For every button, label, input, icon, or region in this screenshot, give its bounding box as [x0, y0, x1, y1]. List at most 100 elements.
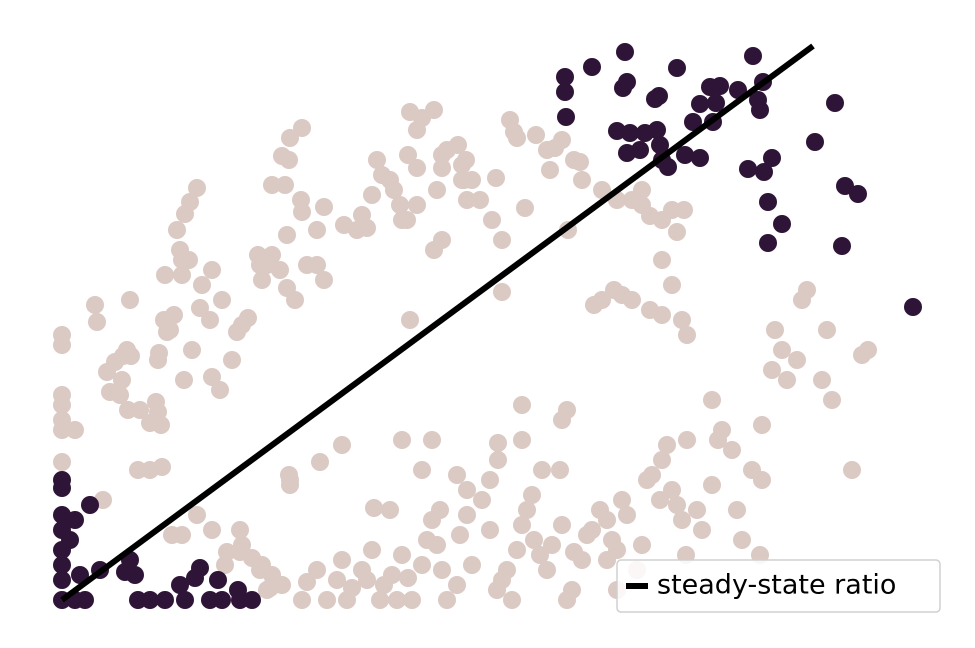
scatter-point — [516, 199, 534, 217]
scatter-point — [823, 391, 841, 409]
scatter-point — [449, 136, 467, 154]
scatter-point — [153, 458, 171, 476]
scatter-point — [293, 591, 311, 609]
scatter-point — [308, 221, 326, 239]
scatter-point — [493, 283, 511, 301]
scatter-point — [213, 591, 231, 609]
scatter-point — [278, 226, 296, 244]
scatter-point — [451, 526, 469, 544]
scatter-point — [203, 368, 221, 386]
scatter-point — [751, 101, 769, 119]
scatter-point — [633, 536, 651, 554]
scatter-point — [778, 371, 796, 389]
scatter-point — [408, 196, 426, 214]
scatter-point — [223, 351, 241, 369]
scatter-point — [525, 531, 543, 549]
scatter-point — [513, 516, 531, 534]
scatter-point — [753, 471, 771, 489]
scatter-point — [613, 491, 631, 509]
scatter-point — [193, 276, 211, 294]
scatter-point — [551, 461, 569, 479]
scatter-point — [428, 536, 446, 554]
scatter-point — [218, 543, 236, 561]
scatter-point — [155, 311, 173, 329]
scatter-point — [556, 83, 574, 101]
scatter-point — [276, 176, 294, 194]
legend-box — [616, 559, 941, 613]
scatter-point — [101, 383, 119, 401]
scatter-point — [573, 171, 591, 189]
scatter-point — [171, 576, 189, 594]
scatter-point — [203, 261, 221, 279]
scatter-point — [308, 561, 326, 579]
scatter-point — [175, 371, 193, 389]
scatter-point — [527, 126, 545, 144]
scatter-point — [71, 566, 89, 584]
scatter-point — [381, 501, 399, 519]
scatter-point — [308, 256, 326, 274]
scatter-point — [653, 451, 671, 469]
scatter-point — [88, 313, 106, 331]
scatter-point — [503, 591, 521, 609]
scatter-point — [428, 181, 446, 199]
scatter-point — [211, 381, 229, 399]
scatter-point — [691, 95, 709, 113]
scatter-point — [663, 481, 681, 499]
scatter-point — [53, 479, 71, 497]
scatter-point — [458, 191, 476, 209]
scatter-point — [113, 371, 131, 389]
scatter-point — [633, 181, 651, 199]
scatter-point — [508, 541, 526, 559]
scatter-point — [168, 221, 186, 239]
scatter-point — [173, 526, 191, 544]
scatter-point — [616, 43, 634, 61]
scatter-point — [363, 186, 381, 204]
scatter-point — [286, 291, 304, 309]
scatter-point — [171, 241, 189, 259]
scatter-point — [904, 298, 922, 316]
scatter-point — [358, 219, 376, 237]
scatter-point — [553, 131, 571, 149]
scatter-point — [471, 191, 489, 209]
scatter-point — [431, 501, 449, 519]
scatter-point — [483, 211, 501, 229]
scatter-point — [668, 59, 686, 77]
scatter-point — [487, 169, 505, 187]
scatter-point — [641, 207, 659, 225]
scatter-point — [759, 193, 777, 211]
scatter-point — [203, 521, 221, 539]
scatter-point — [201, 311, 219, 329]
scatter-point — [53, 421, 71, 439]
scatter-point — [176, 591, 194, 609]
scatter-point — [663, 276, 681, 294]
scatter-point — [156, 266, 174, 284]
scatter-point — [553, 411, 571, 429]
scatter-point — [498, 561, 516, 579]
scatter-point — [755, 163, 773, 181]
scatter-point — [753, 416, 771, 434]
scatter-point — [81, 496, 99, 514]
scatter-point — [403, 591, 421, 609]
scatter-point — [759, 234, 777, 252]
scatter-point — [311, 453, 329, 471]
scatter-point — [126, 566, 144, 584]
scatter-point — [598, 551, 616, 569]
scatter-point — [298, 573, 316, 591]
scatter-point — [684, 113, 702, 131]
scatter-point — [328, 571, 346, 589]
scatter-point — [773, 215, 791, 233]
scatter-point — [533, 461, 551, 479]
scatter-point — [676, 146, 694, 164]
scatter-point — [621, 124, 639, 142]
scatter-point — [836, 177, 854, 195]
scatter-point — [433, 159, 451, 177]
scatter-point — [678, 326, 696, 344]
scatter-point — [508, 129, 526, 147]
scatter-point — [152, 416, 170, 434]
scatter-point — [156, 591, 174, 609]
scatter-point — [186, 569, 204, 587]
scatter-point — [813, 371, 831, 389]
scatter-point — [573, 551, 591, 569]
point-group — [53, 43, 922, 609]
